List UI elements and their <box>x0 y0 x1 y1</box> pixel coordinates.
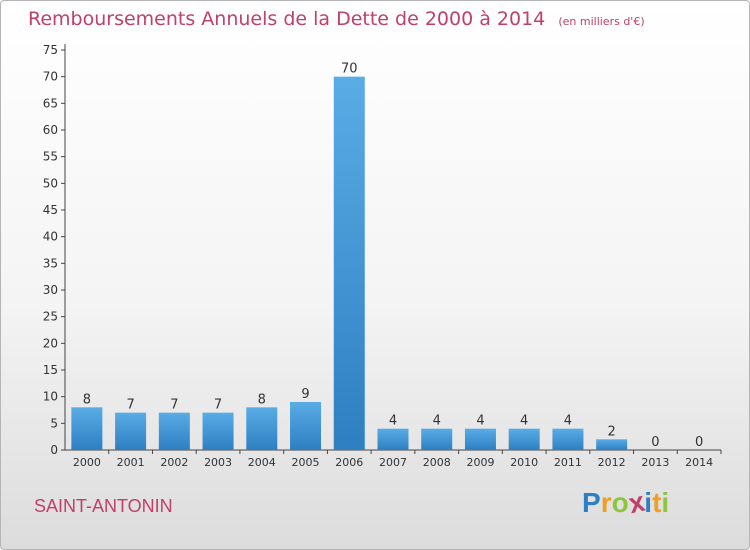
x-tick-label: 2001 <box>117 456 145 469</box>
y-tick-label: 40 <box>43 230 58 244</box>
bar <box>115 412 147 450</box>
y-tick-label: 75 <box>43 43 58 57</box>
y-tick-label: 5 <box>50 416 58 430</box>
bar <box>377 428 409 450</box>
bar-value-label: 8 <box>83 392 91 407</box>
bar-value-label: 4 <box>389 414 397 429</box>
y-tick-label: 25 <box>43 310 58 324</box>
bar <box>333 76 365 451</box>
x-tick-label: 2004 <box>248 456 276 469</box>
chart-unit-label: (en milliers d'€) <box>558 15 645 28</box>
bar <box>508 428 540 450</box>
x-tick-label: 2011 <box>554 456 582 469</box>
bar-value-label: 0 <box>695 435 703 450</box>
y-tick-label: 0 <box>50 443 58 457</box>
bar-value-label: 70 <box>341 62 358 77</box>
y-tick-label: 65 <box>43 96 58 110</box>
bar <box>290 402 322 450</box>
x-tick-label: 2013 <box>641 456 669 469</box>
bar <box>552 428 584 450</box>
bar <box>158 412 190 450</box>
logo-letter: t <box>652 487 662 518</box>
x-tick-label: 2009 <box>466 456 494 469</box>
y-tick-label: 60 <box>43 123 58 137</box>
bar-value-label: 2 <box>608 424 616 439</box>
bar-value-label: 4 <box>476 414 484 429</box>
bar-value-label: 4 <box>564 414 572 429</box>
bar-value-label: 8 <box>258 392 266 407</box>
proxiti-logo: Proxiti <box>582 486 692 527</box>
y-tick-label: 30 <box>43 283 58 297</box>
bar-value-label: 9 <box>301 387 309 402</box>
logo-letter: P <box>582 487 601 518</box>
logo-letter: i <box>644 487 653 518</box>
x-tick-label: 2005 <box>292 456 320 469</box>
y-tick-label: 10 <box>43 390 58 404</box>
x-tick-label: 2003 <box>204 456 232 469</box>
x-tick-label: 2006 <box>335 456 363 469</box>
bar <box>421 428 453 450</box>
bar-value-label: 0 <box>651 435 659 450</box>
bar <box>71 407 103 450</box>
y-tick-label: 35 <box>43 256 58 270</box>
x-tick-label: 2014 <box>685 456 713 469</box>
bar <box>596 439 628 450</box>
bar-value-label: 7 <box>126 398 134 413</box>
x-tick-label: 2002 <box>160 456 188 469</box>
logo-letter: i <box>661 487 670 518</box>
x-tick-label: 2007 <box>379 456 407 469</box>
y-tick-label: 70 <box>43 70 58 84</box>
bar-value-label: 7 <box>214 398 222 413</box>
x-tick-label: 2000 <box>73 456 101 469</box>
bar <box>464 428 496 450</box>
chart-title: Remboursements Annuels de la Dette de 20… <box>28 8 645 30</box>
bar-value-label: 4 <box>433 414 441 429</box>
commune-name: SAINT-ANTONIN <box>34 496 173 516</box>
y-tick-label: 20 <box>43 336 58 350</box>
x-tick-label: 2012 <box>598 456 626 469</box>
y-tick-label: 15 <box>43 363 58 377</box>
y-tick-label: 55 <box>43 150 58 164</box>
x-tick-label: 2010 <box>510 456 538 469</box>
logo-letter: o <box>611 487 629 518</box>
y-tick-label: 50 <box>43 176 58 190</box>
logo-letter: r <box>600 487 612 518</box>
bar <box>246 407 278 450</box>
bar-value-label: 4 <box>520 414 528 429</box>
chart-title-text: Remboursements Annuels de la Dette de 20… <box>28 8 546 30</box>
x-tick-label: 2008 <box>423 456 451 469</box>
bar <box>202 412 234 450</box>
bar-value-label: 7 <box>170 398 178 413</box>
y-tick-label: 45 <box>43 203 58 217</box>
